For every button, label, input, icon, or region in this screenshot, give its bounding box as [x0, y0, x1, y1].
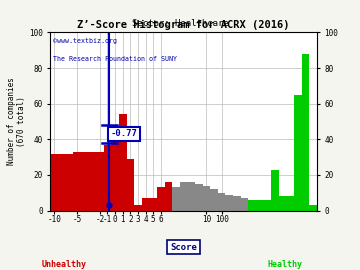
Bar: [165, 182, 172, 211]
Bar: [210, 189, 218, 211]
Bar: [233, 196, 241, 211]
Bar: [104, 145, 111, 211]
Bar: [225, 195, 233, 211]
Bar: [271, 170, 279, 211]
Text: The Research Foundation of SUNY: The Research Foundation of SUNY: [53, 56, 177, 62]
Bar: [50, 154, 58, 211]
Text: Unhealthy: Unhealthy: [41, 261, 86, 269]
Bar: [66, 154, 73, 211]
Bar: [58, 154, 66, 211]
Bar: [73, 152, 81, 211]
Bar: [203, 186, 210, 211]
Bar: [111, 132, 119, 211]
Bar: [180, 182, 188, 211]
Bar: [279, 196, 286, 211]
Bar: [256, 200, 264, 211]
Bar: [195, 184, 203, 211]
Text: -0.77: -0.77: [111, 130, 137, 139]
Bar: [96, 152, 104, 211]
Bar: [248, 200, 256, 211]
Bar: [119, 114, 126, 211]
Text: Score: Score: [170, 243, 197, 252]
Bar: [149, 198, 157, 211]
Bar: [172, 187, 180, 211]
Bar: [157, 187, 165, 211]
Text: Sector: Healthcare: Sector: Healthcare: [132, 19, 228, 28]
Bar: [309, 205, 317, 211]
Bar: [89, 152, 96, 211]
Bar: [218, 193, 225, 211]
Bar: [302, 54, 309, 211]
Bar: [286, 196, 294, 211]
Bar: [126, 159, 134, 211]
Text: Healthy: Healthy: [267, 261, 302, 269]
Bar: [142, 198, 149, 211]
Bar: [264, 200, 271, 211]
Title: Z’-Score Histogram for ACRX (2016): Z’-Score Histogram for ACRX (2016): [77, 20, 290, 30]
Text: ©www.textbiz.org: ©www.textbiz.org: [53, 38, 117, 44]
Y-axis label: Number of companies
(670 total): Number of companies (670 total): [7, 77, 26, 166]
Bar: [134, 205, 142, 211]
Bar: [241, 198, 248, 211]
Bar: [81, 152, 89, 211]
Bar: [188, 182, 195, 211]
Bar: [294, 95, 302, 211]
